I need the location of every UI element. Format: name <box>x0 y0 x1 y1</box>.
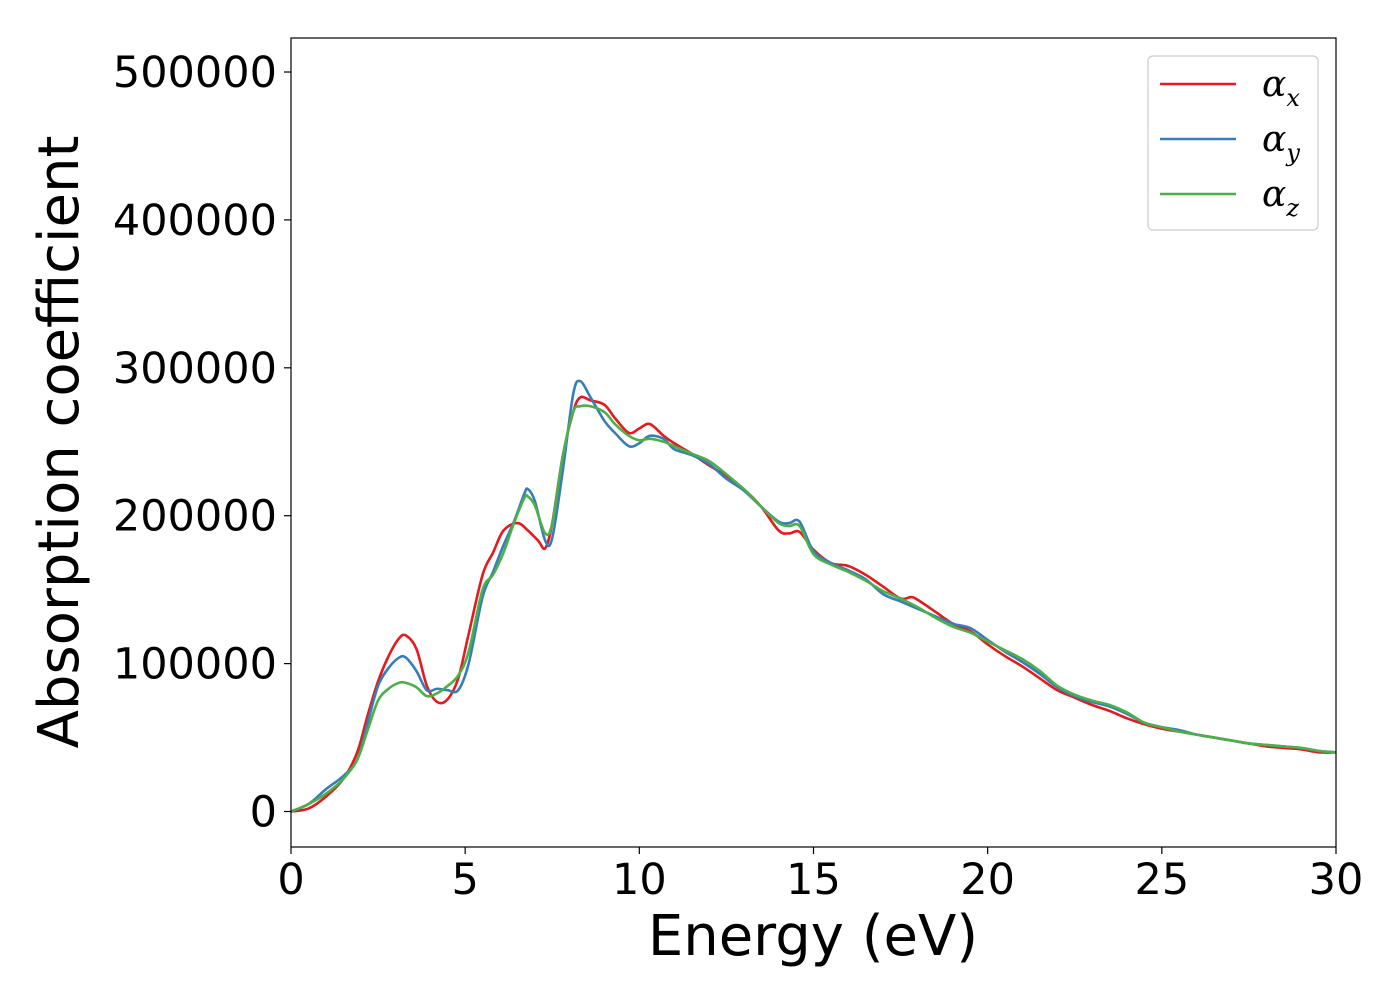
x-tick-label: 25 <box>1134 855 1189 905</box>
x-tick-label: 0 <box>277 855 304 905</box>
series-layer <box>290 379 1337 813</box>
x-axis: 0 5 10 15 20 25 30 <box>277 847 1363 905</box>
y-axis-label: Absorption coefficient <box>27 136 92 749</box>
legend-label-alpha-y: αy <box>1262 119 1300 167</box>
y-axis: 0 100000 200000 300000 400000 500000 <box>113 48 291 838</box>
y-tick-label: 200000 <box>113 492 277 542</box>
y-tick-label: 0 <box>250 788 277 838</box>
series-line-alpha-y <box>290 379 1337 813</box>
x-axis-label: Energy (eV) <box>648 904 978 969</box>
y-tick-label: 400000 <box>113 196 277 246</box>
y-tick-label: 300000 <box>113 344 277 394</box>
legend-label-alpha-x: αx <box>1262 64 1300 112</box>
legend-label-alpha-z: αz <box>1262 174 1299 222</box>
series-line-alpha-z <box>290 404 1337 813</box>
y-tick-label: 100000 <box>113 640 277 690</box>
x-tick-label: 5 <box>451 855 478 905</box>
legend: αx αy αz <box>1147 55 1319 231</box>
y-tick-label: 500000 <box>113 48 277 98</box>
x-tick-label: 20 <box>960 855 1015 905</box>
x-tick-label: 15 <box>786 855 841 905</box>
x-tick-label: 30 <box>1309 855 1364 905</box>
legend-box <box>1147 55 1319 231</box>
x-tick-label: 10 <box>612 855 667 905</box>
